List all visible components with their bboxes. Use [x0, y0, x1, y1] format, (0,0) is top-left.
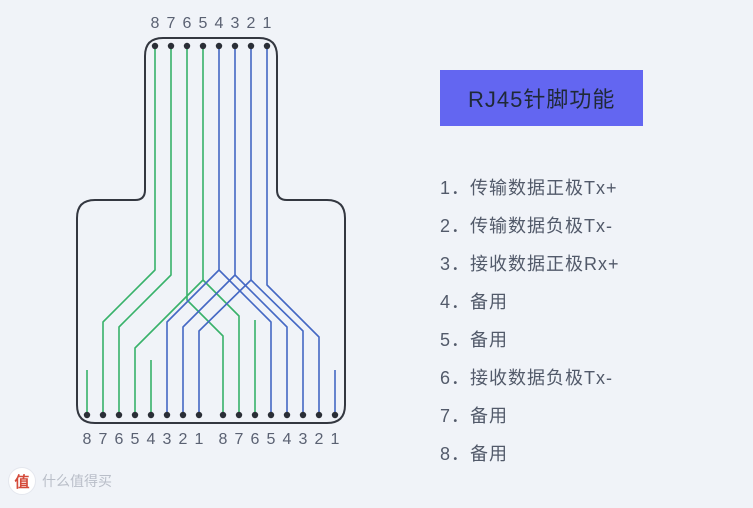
pin-item: 1．传输数据正极Tx+ — [440, 174, 730, 200]
svg-text:6: 6 — [115, 431, 124, 448]
pin-item: 3．接收数据正极Rx+ — [440, 250, 730, 276]
svg-text:2: 2 — [179, 431, 188, 448]
svg-text:3: 3 — [299, 431, 308, 448]
pin-item: 4．备用 — [440, 288, 730, 314]
svg-text:2: 2 — [247, 15, 256, 32]
pin-item: 5．备用 — [440, 326, 730, 352]
svg-text:5: 5 — [199, 15, 208, 32]
watermark-badge-icon: 值 — [8, 467, 36, 495]
svg-text:4: 4 — [215, 15, 224, 32]
svg-text:7: 7 — [235, 431, 244, 448]
svg-text:2: 2 — [315, 431, 324, 448]
watermark: 值 什么值得买 — [8, 467, 112, 495]
svg-text:6: 6 — [183, 15, 192, 32]
title-box: RJ45针脚功能 — [440, 70, 643, 126]
pin-function-list: 1．传输数据正极Tx+ 2．传输数据负极Tx- 3．接收数据正极Rx+ 4．备用 5．备… — [440, 174, 730, 466]
pin-item: 2．传输数据负极Tx- — [440, 212, 730, 238]
svg-text:3: 3 — [231, 15, 240, 32]
svg-text:1: 1 — [263, 15, 272, 32]
pin-item: 7．备用 — [440, 402, 730, 428]
rj45-diagram: 87654321 87654321 87654321 — [40, 0, 420, 503]
pin-item: 8．备用 — [440, 440, 730, 466]
watermark-text: 什么值得买 — [42, 471, 112, 491]
svg-text:8: 8 — [83, 431, 92, 448]
svg-text:3: 3 — [163, 431, 172, 448]
svg-text:7: 7 — [167, 15, 176, 32]
right-panel: RJ45针脚功能 1．传输数据正极Tx+ 2．传输数据负极Tx- 3．接收数据正极R… — [440, 70, 730, 478]
svg-text:5: 5 — [267, 431, 276, 448]
svg-text:8: 8 — [219, 431, 228, 448]
svg-text:8: 8 — [151, 15, 160, 32]
svg-text:1: 1 — [331, 431, 340, 448]
svg-text:6: 6 — [251, 431, 260, 448]
pin-item: 6．接收数据负极Tx- — [440, 364, 730, 390]
rj45-svg: 87654321 87654321 87654321 — [40, 0, 420, 503]
svg-text:4: 4 — [147, 431, 156, 448]
svg-text:4: 4 — [283, 431, 292, 448]
svg-text:7: 7 — [99, 431, 108, 448]
svg-text:5: 5 — [131, 431, 140, 448]
svg-text:1: 1 — [195, 431, 204, 448]
